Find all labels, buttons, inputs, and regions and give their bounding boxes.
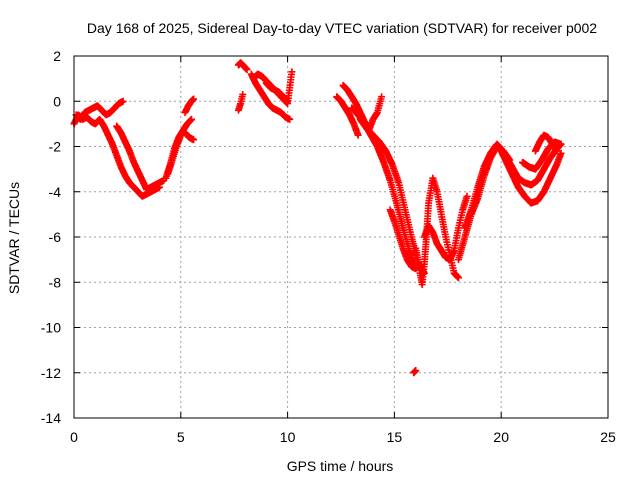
series-arc-09	[234, 90, 247, 114]
series-arc-18	[410, 366, 420, 377]
data-point	[177, 131, 185, 139]
series-arc-02	[70, 111, 163, 200]
series-arc-08	[234, 59, 251, 74]
y-tick-label: -4	[49, 184, 62, 200]
y-axis-label: SDTVAR / TECUs	[6, 182, 22, 294]
data-point	[190, 136, 198, 144]
y-tick-label: -12	[41, 365, 61, 381]
data-point	[119, 97, 127, 105]
data-point	[187, 115, 195, 123]
series-arc-06	[181, 95, 198, 117]
y-tick-label: -6	[49, 229, 62, 245]
y-tick-label: 0	[53, 93, 61, 109]
x-tick-label: 20	[493, 429, 509, 445]
y-tick-labels: 2 0 -2 -4 -6 -8 -10 -12 -14	[41, 48, 61, 426]
y-tick-label: -2	[49, 139, 62, 155]
x-tick-label: 0	[70, 429, 78, 445]
data-point	[412, 366, 420, 374]
y-tick-label: -14	[41, 410, 61, 426]
data-point	[190, 95, 198, 103]
x-tick-labels: 0 5 10 15 20 25	[70, 429, 616, 445]
data-point	[239, 90, 247, 98]
data-points	[70, 59, 565, 377]
data-point	[354, 131, 362, 139]
data-point	[557, 140, 565, 148]
grid-lines	[74, 56, 608, 418]
series-arc-10	[247, 70, 294, 123]
data-point	[454, 274, 462, 282]
data-point	[557, 149, 565, 157]
series-arc-26	[531, 131, 561, 155]
series-arc-12	[262, 68, 296, 108]
x-tick-label: 15	[387, 429, 403, 445]
chart-title: Day 168 of 2025, Sidereal Day-to-day VTE…	[87, 20, 597, 36]
data-point	[463, 192, 471, 200]
x-tick-label: 10	[280, 429, 296, 445]
y-tick-label: 2	[53, 48, 61, 64]
data-point	[288, 68, 296, 76]
series-arc-03	[113, 122, 168, 193]
series-arc-17	[386, 206, 420, 273]
series-arc-07	[181, 129, 198, 144]
plot-frame	[73, 55, 609, 419]
data-point	[286, 115, 294, 123]
series-arc-05	[164, 131, 185, 178]
y-tick-label: -10	[41, 320, 61, 336]
series-arc-13	[333, 93, 362, 139]
x-tick-label: 5	[177, 429, 185, 445]
x-axis-label: GPS time / hours	[287, 458, 394, 474]
data-point	[553, 147, 561, 155]
data-point	[412, 265, 420, 273]
data-point	[378, 93, 386, 101]
x-tick-label: 25	[600, 429, 616, 445]
data-point	[243, 66, 251, 74]
series-arc-20	[420, 192, 471, 264]
y-tick-label: -8	[49, 274, 62, 290]
